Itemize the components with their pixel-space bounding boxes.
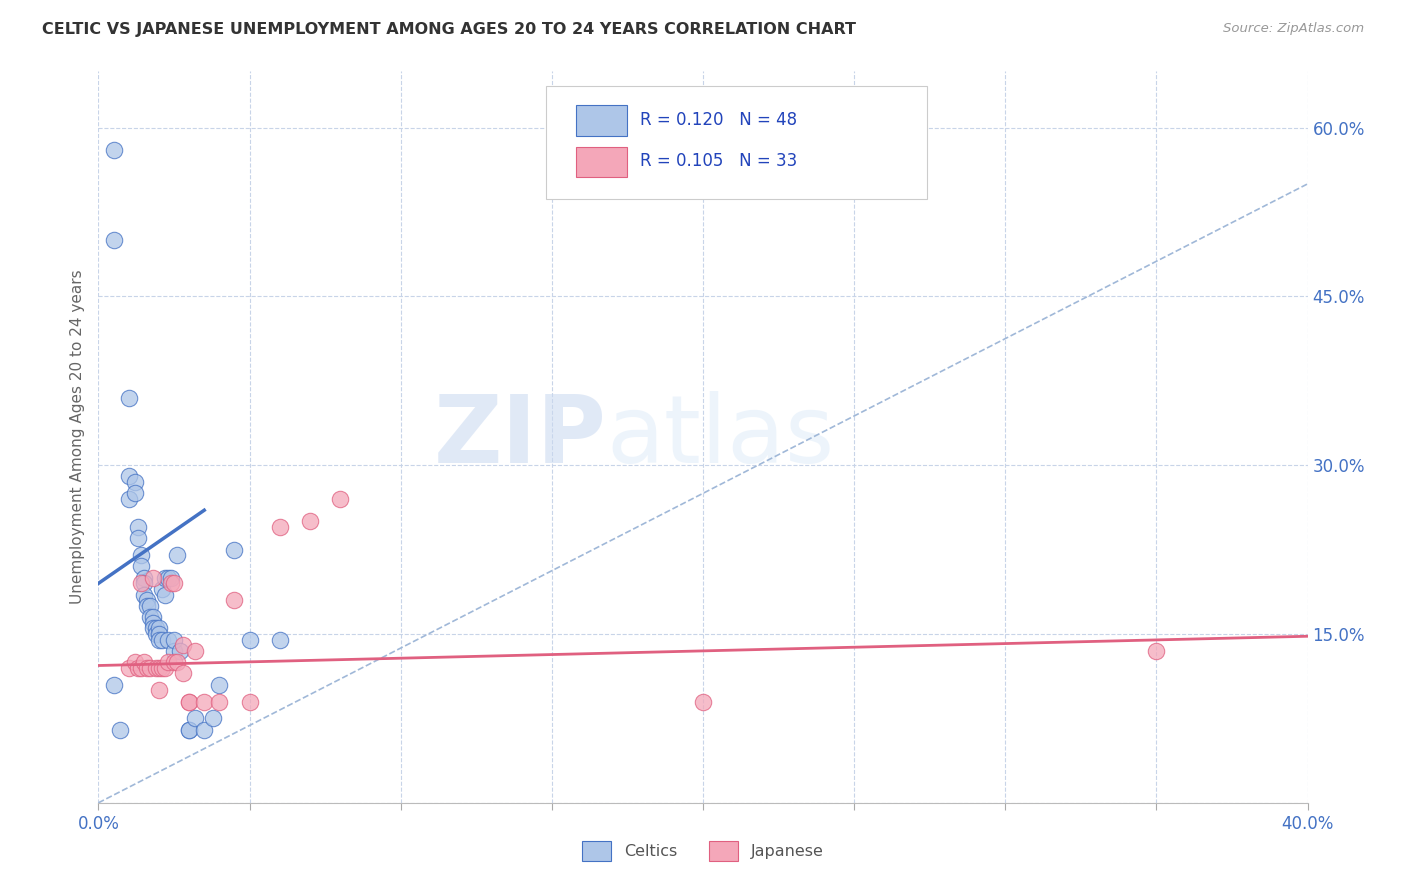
Point <box>124 655 146 669</box>
Point <box>163 576 186 591</box>
Point <box>142 610 165 624</box>
Point <box>156 571 179 585</box>
Point <box>139 661 162 675</box>
Point <box>179 694 201 708</box>
Point <box>129 576 152 591</box>
Point <box>129 661 152 675</box>
Point <box>160 576 183 591</box>
Point <box>184 711 207 725</box>
Point <box>139 599 162 613</box>
Point <box>108 723 131 737</box>
Point <box>129 548 152 562</box>
Point <box>163 655 186 669</box>
Point <box>124 486 146 500</box>
Point <box>202 711 225 725</box>
Legend: Celtics, Japanese: Celtics, Japanese <box>582 841 824 861</box>
Point <box>269 520 291 534</box>
Point <box>160 571 183 585</box>
Point <box>169 644 191 658</box>
Point <box>145 627 167 641</box>
Point <box>148 683 170 698</box>
Text: R = 0.120   N = 48: R = 0.120 N = 48 <box>640 111 797 128</box>
Point <box>239 694 262 708</box>
Point <box>208 694 231 708</box>
Point <box>118 491 141 506</box>
Point <box>153 571 176 585</box>
Point <box>150 632 173 647</box>
Point <box>139 610 162 624</box>
Point <box>166 655 188 669</box>
FancyBboxPatch shape <box>546 86 927 200</box>
Point <box>156 655 179 669</box>
Text: atlas: atlas <box>606 391 835 483</box>
Point <box>184 644 207 658</box>
Point <box>103 143 125 157</box>
Point <box>172 638 194 652</box>
Point <box>208 678 231 692</box>
Point <box>135 661 157 675</box>
Text: ZIP: ZIP <box>433 391 606 483</box>
Point <box>224 593 246 607</box>
Point <box>153 588 176 602</box>
Point <box>193 723 215 737</box>
Point <box>148 661 170 675</box>
Point <box>193 694 215 708</box>
Point <box>153 661 176 675</box>
Point <box>127 520 149 534</box>
Point <box>172 666 194 681</box>
FancyBboxPatch shape <box>576 146 627 178</box>
Point <box>145 661 167 675</box>
Point <box>132 655 155 669</box>
Text: R = 0.105   N = 33: R = 0.105 N = 33 <box>640 153 797 170</box>
Point <box>163 644 186 658</box>
Point <box>118 469 141 483</box>
Y-axis label: Unemployment Among Ages 20 to 24 years: Unemployment Among Ages 20 to 24 years <box>69 269 84 605</box>
Point <box>124 475 146 489</box>
Point <box>239 632 262 647</box>
Point <box>103 678 125 692</box>
Point <box>148 632 170 647</box>
Point <box>142 621 165 635</box>
Point <box>118 391 141 405</box>
Point <box>103 233 125 247</box>
Point <box>692 694 714 708</box>
Point <box>150 661 173 675</box>
Point <box>166 548 188 562</box>
Point <box>156 632 179 647</box>
Text: Source: ZipAtlas.com: Source: ZipAtlas.com <box>1223 22 1364 36</box>
Point <box>135 599 157 613</box>
Point <box>118 661 141 675</box>
Point <box>179 723 201 737</box>
Point <box>127 532 149 546</box>
Point <box>150 582 173 596</box>
Point <box>179 723 201 737</box>
Point <box>132 576 155 591</box>
Point <box>148 621 170 635</box>
Point <box>179 694 201 708</box>
Point <box>299 515 322 529</box>
Point <box>142 571 165 585</box>
Point <box>132 588 155 602</box>
Point <box>148 627 170 641</box>
Point <box>163 632 186 647</box>
Point <box>269 632 291 647</box>
FancyBboxPatch shape <box>576 105 627 136</box>
Point <box>129 559 152 574</box>
Point <box>135 593 157 607</box>
Point <box>127 661 149 675</box>
Point <box>224 542 246 557</box>
Point <box>1144 644 1167 658</box>
Point <box>132 571 155 585</box>
Point <box>145 621 167 635</box>
Point <box>142 615 165 630</box>
Point <box>329 491 352 506</box>
Text: CELTIC VS JAPANESE UNEMPLOYMENT AMONG AGES 20 TO 24 YEARS CORRELATION CHART: CELTIC VS JAPANESE UNEMPLOYMENT AMONG AG… <box>42 22 856 37</box>
